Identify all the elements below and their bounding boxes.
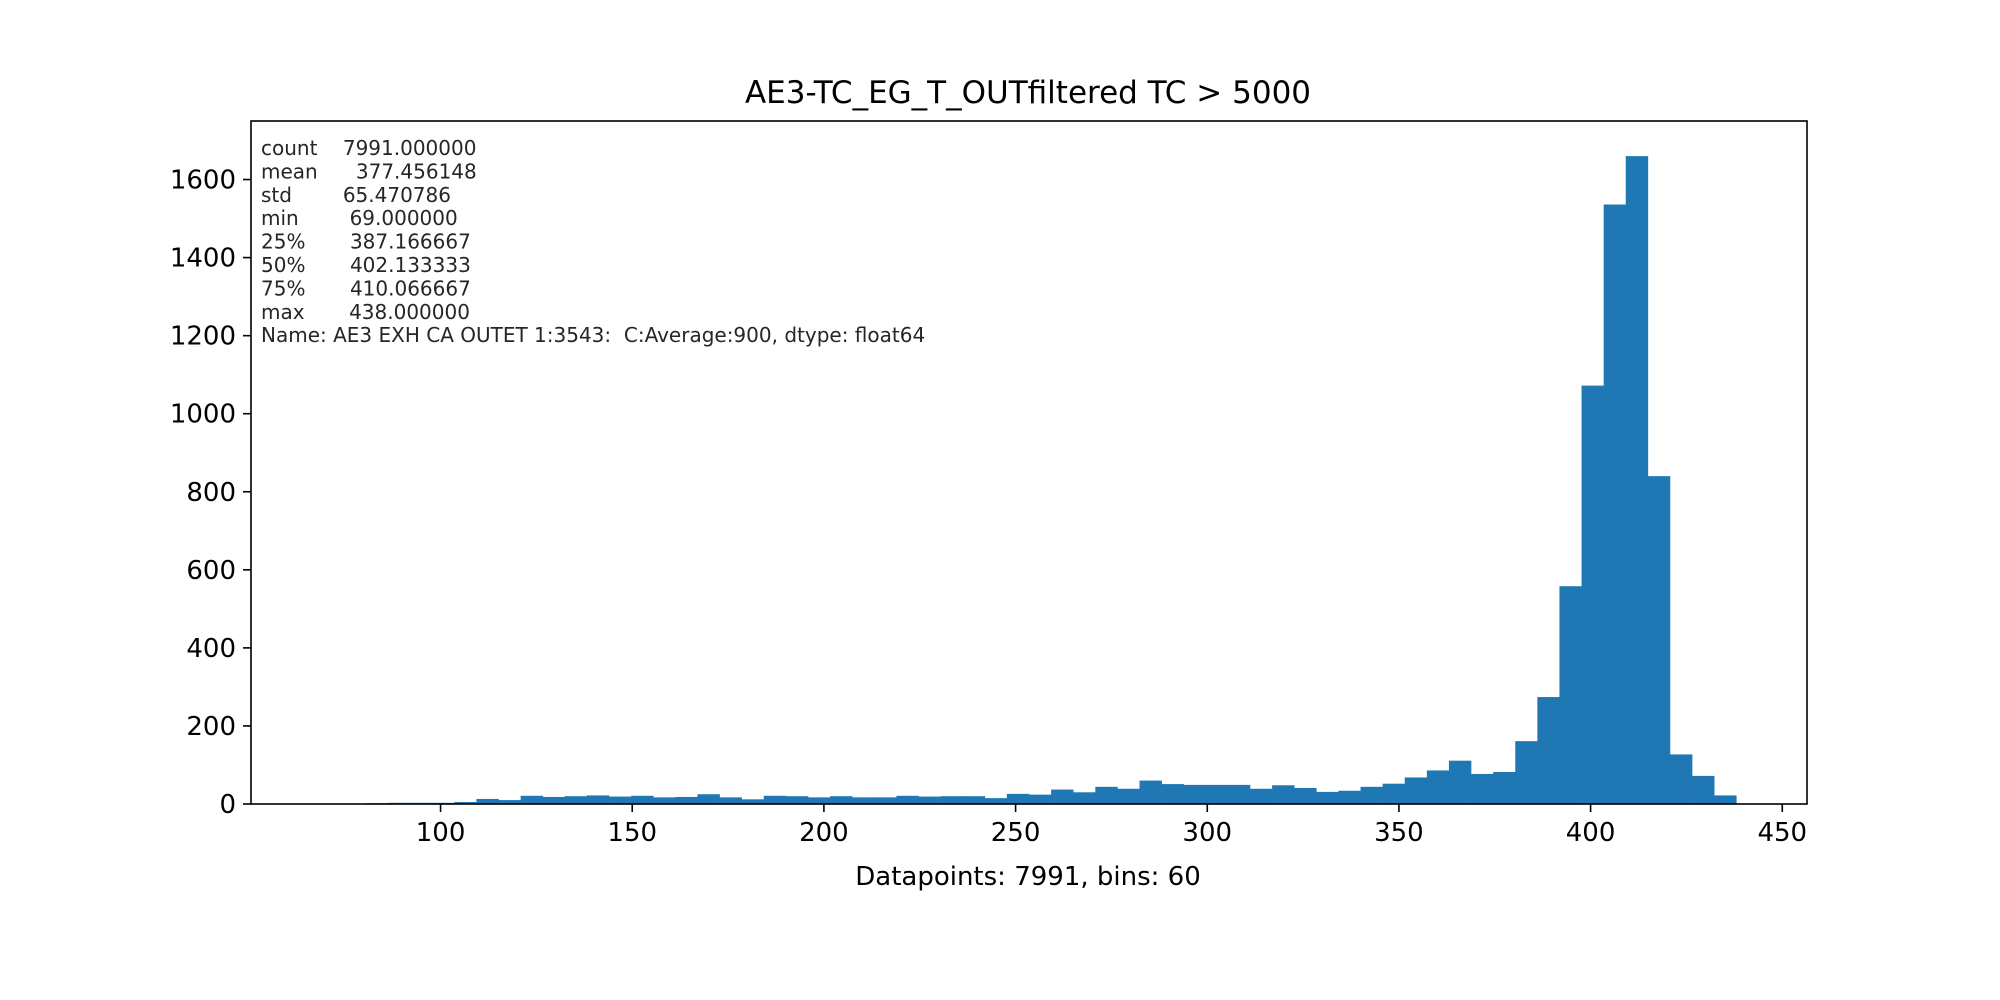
- plot-area-frame: [250, 120, 1808, 805]
- histogram-bar: [918, 796, 941, 804]
- histogram-bar: [586, 795, 610, 804]
- x-tick-label: 300: [1182, 818, 1232, 848]
- histogram-bar: [1029, 794, 1052, 804]
- x-tick-label: 250: [991, 818, 1041, 848]
- histogram-bar: [1051, 789, 1074, 804]
- x-tick-label: 150: [607, 818, 657, 848]
- histogram-bar: [962, 796, 986, 804]
- histogram-bar: [1581, 385, 1604, 804]
- histogram-bar: [1272, 785, 1295, 804]
- histogram-bar: [1095, 786, 1118, 804]
- x-tick-label: 450: [1757, 818, 1807, 848]
- chart-title: AE3-TC_EG_T_OUTfiltered TC > 5000: [745, 75, 1311, 111]
- histogram-bar: [830, 796, 853, 804]
- histogram-bar: [1250, 788, 1273, 804]
- histogram-bar: [454, 802, 477, 804]
- histogram-bar: [609, 796, 632, 804]
- histogram-bar: [785, 796, 809, 804]
- histogram-bar: [1183, 784, 1207, 804]
- histogram-bar: [520, 795, 544, 804]
- histogram-bar: [653, 797, 676, 804]
- y-tick-label: 200: [186, 712, 236, 742]
- histogram-bar: [1515, 741, 1538, 804]
- axis-ticks-group: 100 150 200 250 300 350 400 450 0 200 400 600 800 100…: [170, 166, 1807, 848]
- y-tick-label: 0: [219, 790, 236, 820]
- stats-line: Name: AE3 EXH CA OUTET 1:3543: C:Average…: [261, 323, 925, 347]
- stats-line: 50% 402.133333: [261, 253, 471, 277]
- histogram-bar: [1139, 780, 1162, 804]
- histogram-bar: [1404, 777, 1428, 804]
- histogram-bar: [675, 796, 698, 804]
- histogram-bar: [1471, 773, 1494, 804]
- histogram-bar: [719, 797, 742, 804]
- histogram-bar: [1117, 788, 1140, 804]
- histogram-bar: [631, 795, 654, 804]
- histogram-bar: [1294, 788, 1317, 804]
- histogram-bar: [896, 795, 919, 804]
- histogram-bar: [1006, 793, 1030, 804]
- stats-line: count 7991.000000: [261, 136, 476, 160]
- histogram-bar: [984, 798, 1008, 804]
- histogram-bar: [1073, 792, 1096, 804]
- histogram-bar: [1426, 770, 1450, 804]
- x-tick-label: 400: [1566, 818, 1616, 848]
- y-tick-label: 1200: [170, 322, 236, 352]
- histogram-bar: [498, 800, 521, 804]
- histogram-bar: [1537, 697, 1560, 804]
- x-axis-label: Datapoints: 7991, bins: 60: [855, 862, 1201, 892]
- y-tick-label: 1400: [170, 244, 236, 274]
- y-tick-label: 600: [186, 556, 236, 586]
- histogram-bar: [1647, 476, 1671, 804]
- histogram-bar: [807, 797, 831, 804]
- histogram-bar: [1316, 791, 1339, 804]
- histogram-bar: [1493, 772, 1516, 804]
- bars-group: [321, 156, 1737, 804]
- histogram-bar: [564, 796, 588, 804]
- x-tick-label: 350: [1374, 818, 1424, 848]
- histogram-bar: [763, 795, 787, 804]
- y-tick-label: 1000: [170, 400, 236, 430]
- y-tick-label: 1600: [170, 166, 236, 196]
- histogram-bar: [1227, 784, 1251, 804]
- histogram-bar: [1559, 586, 1582, 804]
- x-tick-label: 100: [416, 818, 466, 848]
- histogram-bar: [542, 796, 566, 804]
- histogram-bar: [940, 796, 963, 804]
- stats-line: 75% 410.066667: [261, 276, 471, 300]
- histogram-bar: [852, 797, 875, 804]
- x-tick-label: 200: [799, 818, 849, 848]
- stats-line: min 69.000000: [261, 206, 458, 230]
- y-tick-label: 400: [186, 634, 236, 664]
- stats-line: max 438.000000: [261, 300, 470, 324]
- y-tick-label: 800: [186, 478, 236, 508]
- histogram-bar: [1161, 784, 1185, 804]
- histogram-bar: [741, 799, 765, 804]
- histogram-bar: [1448, 760, 1472, 804]
- histogram-bar: [1603, 204, 1627, 804]
- histogram-bar: [1360, 786, 1383, 804]
- stats-line: mean 377.456148: [261, 159, 477, 183]
- histogram-bar: [697, 794, 720, 804]
- stats-text-box: count 7991.000000 mean 377.456148 std 65.4…: [261, 136, 925, 347]
- stats-text: count 7991.000000 mean 377.456148 std 65.4…: [261, 136, 925, 347]
- histogram-bar: [476, 798, 499, 804]
- histogram-bar: [1714, 795, 1737, 804]
- histogram-bar: [1382, 783, 1406, 804]
- stats-line: std 65.470786: [261, 183, 451, 207]
- stats-line: 25% 387.166667: [261, 230, 471, 254]
- histogram-bar: [1205, 784, 1229, 804]
- histogram-bar: [874, 797, 897, 804]
- histogram-bar: [1625, 156, 1649, 804]
- histogram-bar: [1338, 790, 1361, 804]
- histogram-bar: [1692, 775, 1715, 804]
- histogram-bar: [1669, 754, 1693, 804]
